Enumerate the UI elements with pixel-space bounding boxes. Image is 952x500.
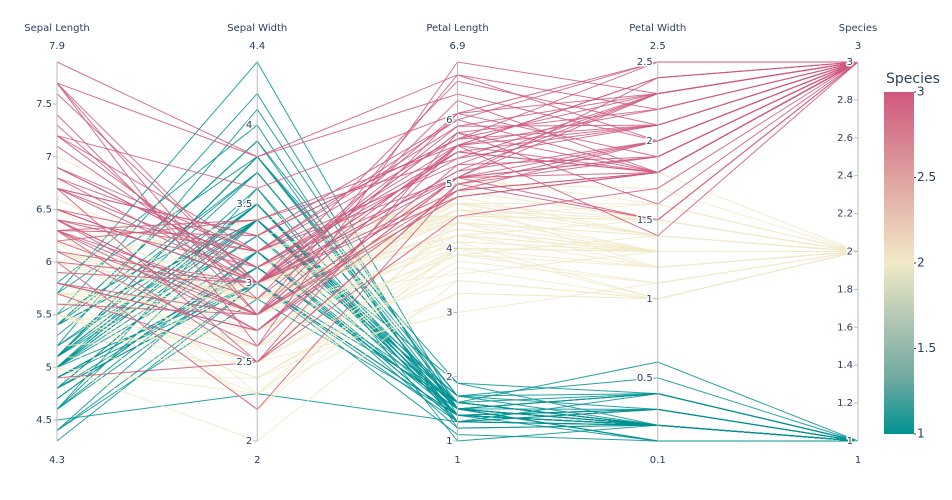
tick-label: 1 bbox=[646, 294, 652, 305]
colorbar-tick-label: 2.5 bbox=[917, 170, 936, 184]
tick-label: 1 bbox=[847, 436, 853, 447]
tick-label: 5 bbox=[46, 362, 52, 373]
tick-label: 3 bbox=[246, 278, 252, 289]
tick-label: 4.5 bbox=[36, 415, 52, 426]
tick-label: 6 bbox=[46, 257, 52, 268]
range-min-label: 1 bbox=[855, 455, 861, 466]
axis-label: Species bbox=[839, 23, 878, 34]
tick-label: 2 bbox=[446, 372, 452, 383]
tick-label: 3 bbox=[847, 57, 853, 68]
range-max-label: 2.5 bbox=[650, 41, 666, 52]
colorbar-title: Species bbox=[886, 71, 940, 87]
tick-label: 2 bbox=[646, 136, 652, 147]
tick-label: 2.5 bbox=[236, 357, 252, 368]
tick-label: 1.4 bbox=[837, 360, 853, 371]
tick-label: 3 bbox=[446, 308, 452, 319]
range-max-label: 4.4 bbox=[249, 41, 265, 52]
axis-label: Petal Length bbox=[426, 23, 488, 34]
tick-label: 6.5 bbox=[36, 204, 52, 215]
tick-label: 2.4 bbox=[837, 171, 853, 182]
range-max-label: 7.9 bbox=[49, 41, 65, 52]
colorbar-tick-label: 2 bbox=[917, 256, 925, 270]
range-min-label: 0.1 bbox=[650, 455, 666, 466]
tick-label: 1.8 bbox=[837, 284, 853, 295]
colorbar-tick-label: 3 bbox=[917, 85, 925, 99]
tick-label: 1.5 bbox=[637, 215, 653, 226]
colorbar-tick-label: 1.5 bbox=[917, 341, 936, 355]
axis-label: Sepal Length bbox=[24, 23, 89, 34]
axis-label: Petal Width bbox=[629, 23, 686, 34]
tick-label: 1 bbox=[446, 436, 452, 447]
tick-label: 6 bbox=[446, 115, 452, 126]
tick-label: 4 bbox=[246, 120, 252, 131]
tick-label: 5 bbox=[446, 179, 452, 190]
range-min-label: 4.3 bbox=[49, 455, 65, 466]
tick-label: 2 bbox=[246, 436, 252, 447]
tick-label: 1.6 bbox=[837, 322, 853, 333]
range-min-label: 2 bbox=[254, 455, 260, 466]
colorbar-tick-label: 1 bbox=[917, 427, 925, 441]
range-min-label: 1 bbox=[454, 455, 460, 466]
tick-label: 2.6 bbox=[837, 133, 853, 144]
tick-label: 7 bbox=[46, 152, 52, 163]
tick-label: 5.5 bbox=[36, 310, 52, 321]
tick-label: 2.5 bbox=[637, 57, 653, 68]
tick-label: 1.2 bbox=[837, 398, 853, 409]
colorbar bbox=[884, 92, 914, 434]
axis-label: Sepal Width bbox=[227, 23, 287, 34]
range-max-label: 3 bbox=[855, 41, 861, 52]
tick-label: 4 bbox=[446, 243, 452, 254]
tick-label: 2 bbox=[847, 247, 853, 258]
tick-label: 3.5 bbox=[236, 199, 252, 210]
tick-label: 2.2 bbox=[837, 209, 853, 220]
tick-label: 2.8 bbox=[837, 95, 853, 106]
tick-label: 7.5 bbox=[36, 99, 52, 110]
range-max-label: 6.9 bbox=[450, 41, 466, 52]
tick-label: 0.5 bbox=[637, 373, 653, 384]
